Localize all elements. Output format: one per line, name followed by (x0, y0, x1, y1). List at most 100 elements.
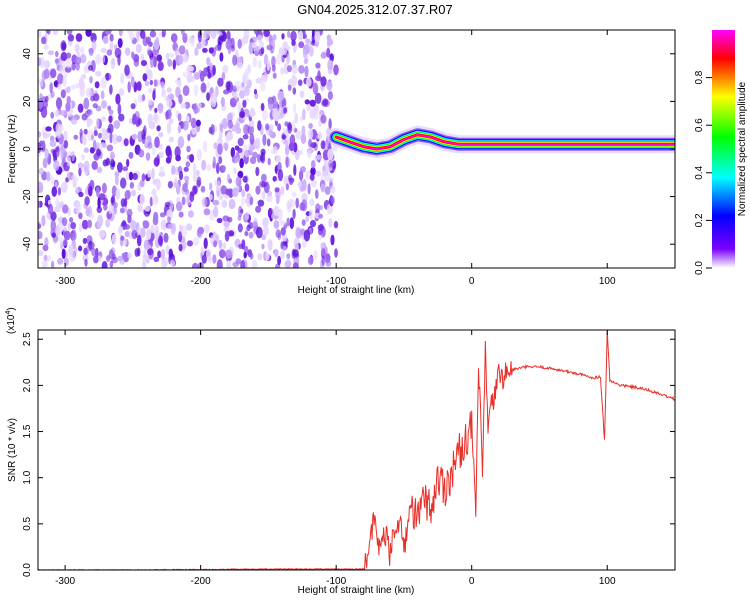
noise-speckle-dot (96, 142, 100, 150)
noise-speckle-dot (49, 135, 55, 142)
noise-speckle-dot (185, 161, 190, 168)
noise-speckle-dot (83, 128, 88, 135)
noise-speckle-dot (142, 73, 148, 82)
noise-speckle-dot (255, 77, 263, 84)
noise-speckle-dot (155, 36, 160, 46)
noise-speckle-dot (322, 98, 329, 106)
noise-speckle-dot (101, 142, 107, 149)
noise-speckle-dot (282, 41, 288, 48)
noise-speckle-dot (210, 92, 218, 104)
noise-speckle-dot (73, 134, 79, 140)
noise-speckle-dot (128, 151, 134, 159)
noise-speckle-dot (232, 54, 238, 66)
noise-speckle-dot (325, 260, 332, 267)
noise-speckle-dot (291, 39, 296, 47)
noise-speckle-dot (203, 67, 208, 77)
noise-speckle-dot (69, 217, 74, 223)
noise-speckle-dot (190, 37, 195, 48)
noise-speckle-dot (320, 114, 327, 124)
noise-speckle-dot (306, 77, 312, 87)
noise-speckle-dot (55, 97, 63, 110)
noise-speckle-dot (171, 165, 176, 176)
noise-speckle-dot (232, 187, 239, 198)
noise-speckle-dot (66, 156, 71, 167)
noise-speckle-dot (327, 148, 334, 161)
noise-speckle-dot (238, 205, 243, 218)
noise-speckle-dot (217, 143, 223, 155)
noise-speckle-dot (212, 65, 216, 76)
noise-speckle-dot (248, 231, 254, 239)
noise-speckle-dot (234, 122, 240, 130)
noise-speckle-dot (244, 67, 251, 75)
noise-speckle-dot (131, 133, 138, 140)
noise-speckle-dot (83, 147, 89, 153)
noise-speckle-dot (239, 111, 246, 118)
noise-speckle-dot (111, 133, 119, 145)
noise-speckle-dot (221, 72, 226, 81)
noise-speckle-dot (75, 187, 79, 195)
noise-speckle-dot (175, 79, 181, 85)
noise-speckle-dot (215, 162, 220, 174)
noise-speckle-dot (95, 54, 102, 65)
noise-speckle-dot (60, 144, 65, 155)
noise-speckle-dot (297, 181, 302, 188)
noise-speckle-dot (60, 181, 68, 193)
noise-speckle-dot (109, 158, 115, 171)
noise-speckle-dot (243, 124, 250, 136)
noise-speckle-dot (100, 47, 107, 54)
noise-speckle-dot (191, 262, 199, 268)
noise-speckle-dot (186, 223, 193, 231)
noise-speckle-dot (280, 227, 286, 236)
noise-speckle-dot (41, 70, 47, 81)
noise-speckle-dot (207, 71, 212, 79)
noise-speckle-dot (260, 148, 266, 156)
noise-speckle-dot (292, 119, 296, 132)
noise-speckle-dot (41, 215, 46, 227)
noise-speckle-dot (284, 144, 290, 156)
spectrogram-x-ticks: -300 -200 -100 0 100 (55, 30, 616, 287)
colorbar-label: Normalized spectral amplitude (737, 81, 748, 216)
noise-speckle-dot (115, 93, 121, 105)
noise-speckle-dot (330, 185, 336, 194)
spectrogram-x-tick-label: 0 (469, 276, 475, 287)
noise-speckle-dot (254, 137, 261, 150)
noise-speckle-dot (142, 259, 147, 268)
noise-speckle-dot (206, 92, 211, 102)
noise-speckle-dot (130, 103, 136, 110)
noise-speckle-dot (320, 183, 326, 193)
noise-speckle-dot (277, 90, 285, 102)
noise-speckle-dot (275, 54, 282, 65)
noise-speckle-dot (302, 108, 306, 121)
noise-speckle-dot (137, 225, 141, 238)
noise-speckle-dot (60, 241, 64, 250)
noise-speckle-dot (154, 225, 159, 237)
noise-speckle-dot (81, 154, 85, 160)
noise-speckle-dot (261, 234, 267, 241)
noise-speckle-dot (61, 204, 69, 214)
noise-speckle-dot (284, 121, 289, 127)
noise-speckle-dot (181, 196, 186, 206)
noise-speckle-dot (320, 140, 326, 150)
noise-speckle-dot (242, 74, 247, 85)
noise-speckle-dot (244, 183, 250, 192)
noise-speckle-dot (79, 222, 83, 233)
noise-speckle-dot (194, 47, 199, 56)
noise-speckle-dot (178, 243, 183, 252)
noise-speckle-dot (62, 238, 68, 247)
noise-speckle-dot (315, 189, 319, 200)
noise-speckle-dot (116, 135, 123, 143)
noise-speckle-dot (267, 239, 273, 251)
noise-speckle-dot (307, 183, 311, 195)
noise-speckle-dot (249, 196, 254, 206)
noise-speckle-dot (100, 77, 107, 89)
noise-speckle-dot (299, 90, 305, 99)
noise-speckle-dot (200, 82, 207, 93)
noise-speckle-dot (131, 189, 136, 197)
noise-speckle-dot (110, 58, 116, 70)
noise-speckle-dot (315, 154, 323, 160)
noise-speckle-dot (290, 75, 298, 87)
noise-speckle-dot (286, 45, 291, 51)
noise-speckle-dot (85, 87, 92, 98)
colorbar-ticks: 0.0 0.2 0.4 0.6 0.8 (694, 70, 712, 275)
noise-speckle-dot (60, 89, 66, 99)
